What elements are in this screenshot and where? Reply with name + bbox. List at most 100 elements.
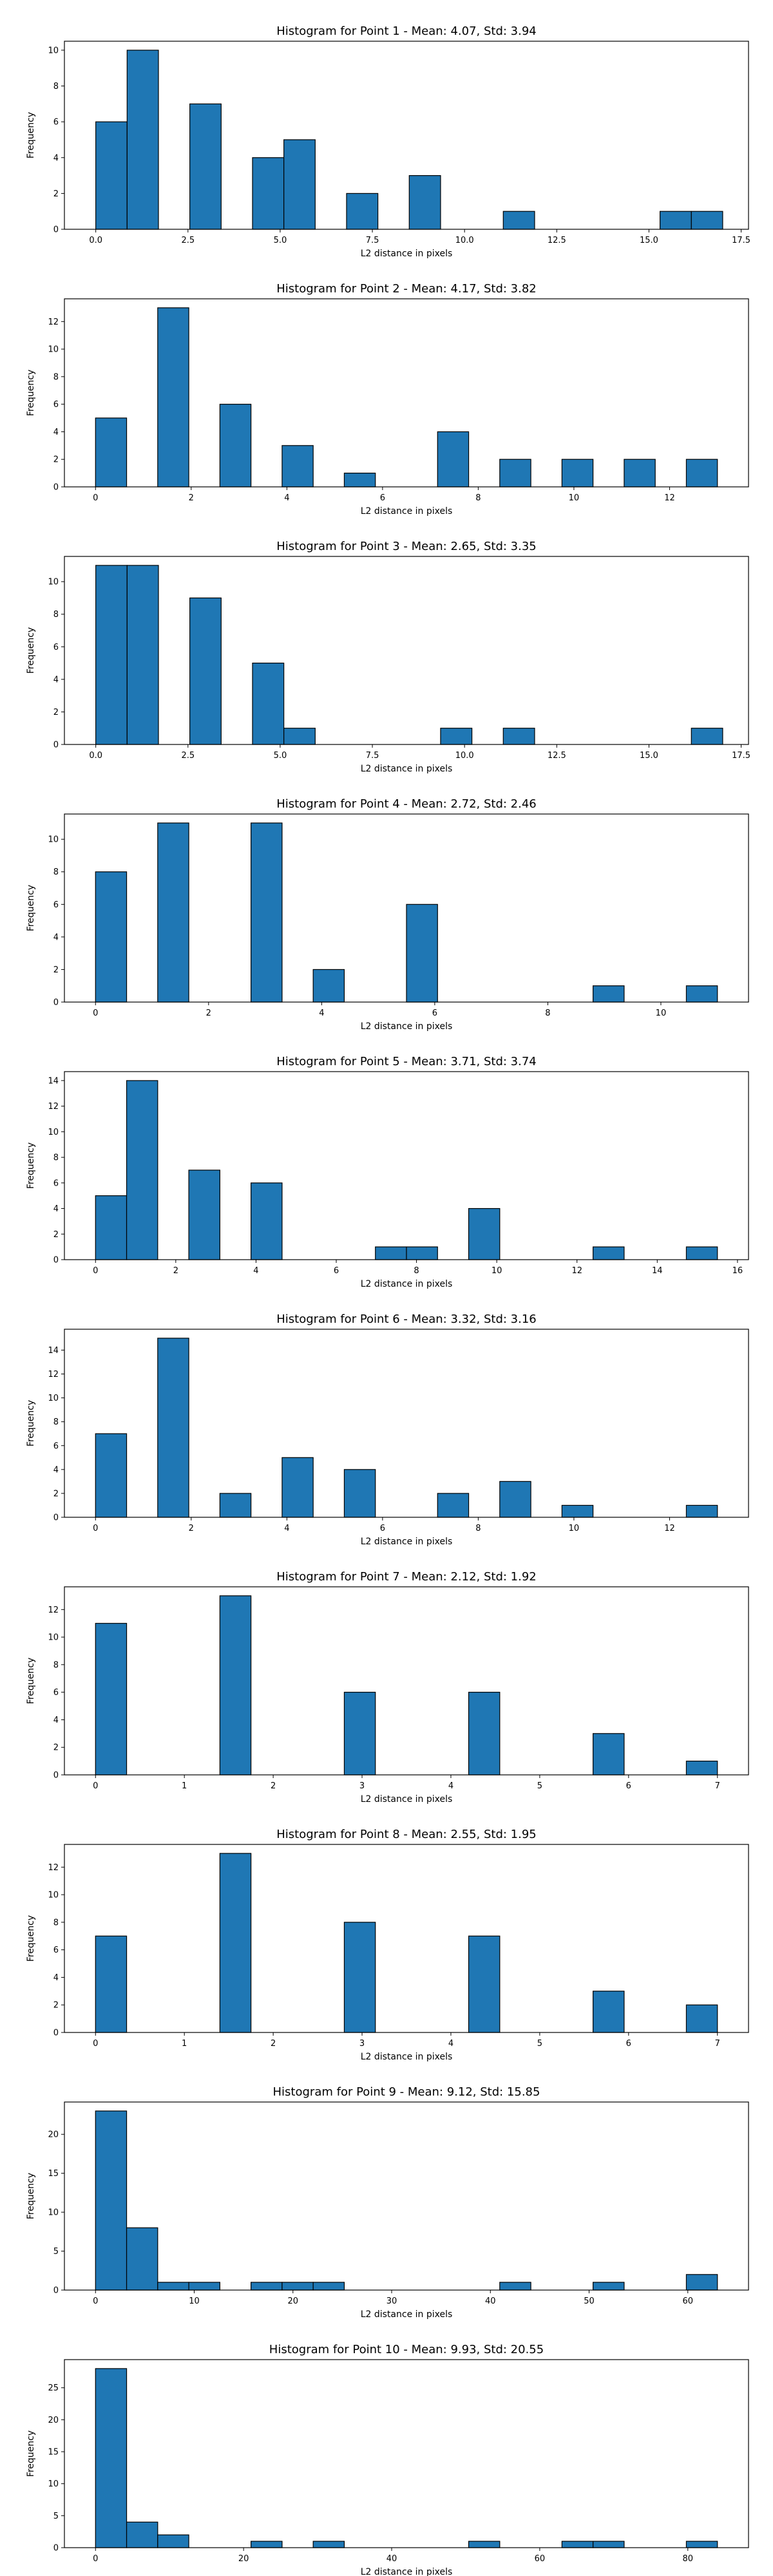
histogram-bar-10-1 xyxy=(95,2368,128,2548)
histogram-bar-1-6 xyxy=(346,193,379,230)
y-tick-label-5-2: 2 xyxy=(53,1230,59,1240)
y-tick-label-8-1: 0 xyxy=(53,2029,59,2038)
histogram-bar-1-1 xyxy=(95,121,128,230)
histogram-bar-2-7 xyxy=(499,459,531,488)
x-tick-label-9-4: 30 xyxy=(386,2297,397,2306)
y-tick-label-6-4: 6 xyxy=(53,1441,59,1451)
y-axis-label-8: Frequency xyxy=(26,1915,36,1962)
y-tick-label-7-1: 0 xyxy=(53,1771,59,1781)
histogram-bar-3-8 xyxy=(691,728,723,745)
y-tick-label-1-6: 10 xyxy=(48,46,59,55)
x-tick-label-1-5: 10.0 xyxy=(455,236,474,245)
histogram-bar-5-4 xyxy=(251,1182,283,1260)
y-tick-label-7-7: 12 xyxy=(48,1605,59,1615)
x-axis-label-10: L2 distance in pixels xyxy=(361,2567,453,2576)
y-tick-label-6-1: 0 xyxy=(53,1513,59,1523)
histogram-bar-7-1 xyxy=(95,1623,128,1776)
y-tick-label-4-3: 4 xyxy=(53,933,59,942)
y-tick-label-6-5: 8 xyxy=(53,1417,59,1427)
subplot-9: Histogram for Point 9 - Mean: 9.12, Std:… xyxy=(26,2085,749,2320)
x-tick-label-9-6: 50 xyxy=(584,2297,595,2306)
x-tick-label-4-1: 0 xyxy=(93,1009,98,1018)
histogram-bar-9-6 xyxy=(282,2282,314,2291)
x-tick-label-3-7: 15.0 xyxy=(640,751,658,761)
x-tick-label-3-8: 17.5 xyxy=(732,751,750,761)
x-tick-label-8-7: 6 xyxy=(626,2039,631,2049)
y-tick-label-10-5: 20 xyxy=(48,2416,59,2425)
histogram-bar-4-5 xyxy=(406,904,438,1003)
y-axis-label-10: Frequency xyxy=(26,2430,36,2477)
y-tick-label-1-3: 4 xyxy=(53,153,59,163)
histogram-bar-6-7 xyxy=(499,1481,531,1518)
x-tick-label-6-2: 2 xyxy=(189,1524,194,1533)
histogram-bar-7-6 xyxy=(685,1761,718,1776)
x-tick-label-6-4: 6 xyxy=(380,1524,385,1533)
x-tick-label-10-2: 20 xyxy=(238,2554,249,2564)
y-tick-label-1-5: 8 xyxy=(53,82,59,91)
histogram-bar-4-3 xyxy=(251,822,283,1003)
y-tick-label-2-2: 2 xyxy=(53,455,59,465)
subplot-2: Histogram for Point 2 - Mean: 4.17, Std:… xyxy=(26,282,749,516)
y-tick-label-4-1: 0 xyxy=(53,998,59,1008)
axes-frame-1 xyxy=(64,41,749,230)
histogram-bar-10-7 xyxy=(561,2541,594,2548)
y-tick-label-4-5: 8 xyxy=(53,867,59,877)
x-tick-label-9-7: 60 xyxy=(682,2297,693,2306)
y-tick-label-2-7: 12 xyxy=(48,317,59,327)
y-tick-label-5-5: 8 xyxy=(53,1153,59,1163)
histogram-bar-5-3 xyxy=(188,1170,220,1260)
x-tick-label-7-4: 3 xyxy=(359,1781,365,1791)
x-tick-label-3-2: 2.5 xyxy=(181,751,195,761)
x-tick-label-6-6: 10 xyxy=(569,1524,580,1533)
x-axis-label-7: L2 distance in pixels xyxy=(361,1794,453,1804)
x-tick-label-4-6: 10 xyxy=(656,1009,667,1018)
histogram-bar-2-9 xyxy=(624,459,656,488)
histogram-bar-8-6 xyxy=(685,2004,718,2033)
x-tick-label-5-6: 10 xyxy=(491,1266,502,1276)
axes-frame-2 xyxy=(64,298,749,488)
y-tick-label-10-4: 15 xyxy=(48,2448,59,2458)
histogram-bar-6-2 xyxy=(157,1338,189,1518)
y-tick-label-9-3: 10 xyxy=(48,2208,59,2218)
x-axis-label-9: L2 distance in pixels xyxy=(361,2309,453,2320)
y-tick-label-4-2: 2 xyxy=(53,965,59,975)
y-tick-label-1-2: 2 xyxy=(53,189,59,199)
y-tick-label-6-6: 10 xyxy=(48,1394,59,1403)
histogram-bar-1-5 xyxy=(283,139,316,230)
x-tick-label-8-8: 7 xyxy=(715,2039,720,2049)
chart-title-6: Histogram for Point 6 - Mean: 3.32, Std:… xyxy=(276,1312,537,1326)
y-tick-label-6-3: 4 xyxy=(53,1465,59,1475)
x-tick-label-7-3: 2 xyxy=(271,1781,276,1791)
y-tick-label-3-4: 6 xyxy=(53,643,59,652)
y-tick-label-8-6: 10 xyxy=(48,1891,59,1900)
histogram-bar-5-7 xyxy=(468,1208,501,1260)
y-tick-label-6-8: 14 xyxy=(48,1346,59,1356)
axes-frame-9 xyxy=(64,2101,749,2291)
histogram-bar-3-6 xyxy=(440,728,473,745)
y-tick-label-8-3: 4 xyxy=(53,1973,59,1983)
x-tick-label-3-1: 0.0 xyxy=(89,751,102,761)
x-tick-label-6-5: 8 xyxy=(475,1524,481,1533)
y-tick-label-5-6: 10 xyxy=(48,1128,59,1137)
histogram-bar-1-4 xyxy=(252,157,285,230)
y-tick-label-1-1: 0 xyxy=(53,225,59,235)
histogram-bar-4-6 xyxy=(593,985,625,1003)
y-tick-label-10-1: 0 xyxy=(53,2544,59,2553)
y-axis-label-1: Frequency xyxy=(26,112,36,158)
y-tick-label-8-7: 12 xyxy=(48,1863,59,1873)
histogram-bar-5-1 xyxy=(95,1195,128,1260)
y-tick-label-9-5: 20 xyxy=(48,2130,59,2140)
y-tick-label-8-2: 2 xyxy=(53,2001,59,2011)
y-tick-label-5-7: 12 xyxy=(48,1102,59,1112)
histogram-bar-2-8 xyxy=(561,459,594,488)
x-tick-label-3-6: 12.5 xyxy=(548,751,566,761)
axes-frame-10 xyxy=(64,2359,749,2548)
y-tick-label-2-3: 4 xyxy=(53,428,59,437)
y-tick-label-5-8: 14 xyxy=(48,1076,59,1086)
histogram-bar-9-7 xyxy=(312,2282,345,2291)
chart-title-9: Histogram for Point 9 - Mean: 9.12, Std:… xyxy=(273,2085,540,2099)
histogram-bar-6-6 xyxy=(437,1493,470,1518)
histogram-bar-9-3 xyxy=(157,2282,189,2291)
x-axis-label-3: L2 distance in pixels xyxy=(361,764,453,774)
y-tick-label-8-5: 8 xyxy=(53,1918,59,1927)
